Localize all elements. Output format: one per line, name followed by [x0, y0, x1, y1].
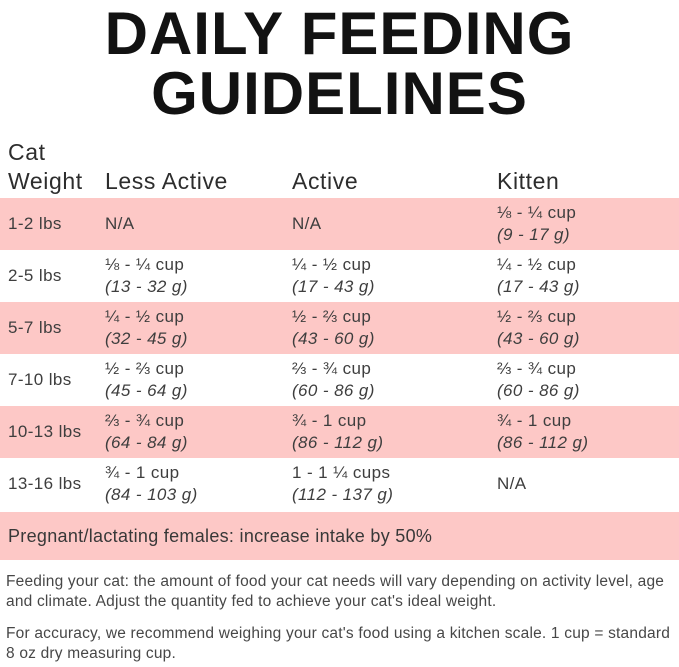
- footer-note-accuracy: For accuracy, we recommend weighing your…: [6, 625, 671, 663]
- table-row: 7-10 lbs ½ - ⅔ cup (45 - 64 g) ⅔ - ¾ cup…: [0, 354, 679, 406]
- grams-value: (60 - 86 g): [292, 381, 375, 400]
- cups-value: N/A: [105, 213, 135, 233]
- kitten-cell: ⅔ - ¾ cup (60 - 86 g): [497, 358, 679, 402]
- pregnant-lactating-note-text: Pregnant/lactating females: increase int…: [8, 525, 433, 546]
- cups-value: ½ - ⅔ cup: [105, 358, 185, 378]
- cups-value: ½ - ⅔ cup: [497, 306, 577, 326]
- weight-cell: 5-7 lbs: [8, 317, 62, 337]
- header-active: Active: [292, 167, 359, 194]
- weight-cell: 2-5 lbs: [8, 265, 62, 285]
- cups-value: N/A: [497, 473, 527, 493]
- weight-cell: 13-16 lbs: [8, 473, 82, 493]
- cups-value: ¾ - 1 cup: [497, 410, 572, 430]
- less-active-cell: ⅔ - ¾ cup (64 - 84 g): [105, 410, 292, 454]
- page-title: DAILY FEEDING GUIDELINES: [0, 0, 679, 124]
- grams-value: (64 - 84 g): [105, 433, 188, 452]
- grams-value: (84 - 103 g): [105, 485, 198, 504]
- cups-value: ¾ - 1 cup: [292, 410, 367, 430]
- table-row: 10-13 lbs ⅔ - ¾ cup (64 - 84 g) ¾ - 1 cu…: [0, 406, 679, 458]
- grams-value: (45 - 64 g): [105, 381, 188, 400]
- cups-value: ⅛ - ¼ cup: [105, 254, 185, 274]
- less-active-cell: ¼ - ½ cup (32 - 45 g): [105, 306, 292, 350]
- weight-cell: 1-2 lbs: [8, 213, 62, 233]
- page-title-line2: GUIDELINES: [151, 60, 528, 127]
- grams-value: (32 - 45 g): [105, 329, 188, 348]
- grams-value: (86 - 112 g): [497, 433, 589, 452]
- cups-value: ⅛ - ¼ cup: [497, 202, 577, 222]
- active-cell: ¼ - ½ cup (17 - 43 g): [292, 254, 497, 298]
- grams-value: (17 - 43 g): [292, 277, 375, 296]
- active-cell: ½ - ⅔ cup (43 - 60 g): [292, 306, 497, 350]
- cups-value: ¾ - 1 cup: [105, 462, 180, 482]
- kitten-cell: ¼ - ½ cup (17 - 43 g): [497, 254, 679, 298]
- kitten-cell: ½ - ⅔ cup (43 - 60 g): [497, 306, 679, 350]
- table-header-row: Cat Weight Less Active Active Kitten: [0, 138, 679, 198]
- cups-value: ⅔ - ¾ cup: [105, 410, 185, 430]
- grams-value: (43 - 60 g): [497, 329, 580, 348]
- less-active-cell: ¾ - 1 cup (84 - 103 g): [105, 462, 292, 506]
- grams-value: (86 - 112 g): [292, 433, 384, 452]
- table-row: 13-16 lbs ¾ - 1 cup (84 - 103 g) 1 - 1 ¼…: [0, 458, 679, 510]
- less-active-cell: ⅛ - ¼ cup (13 - 32 g): [105, 254, 292, 298]
- kitten-cell: ¾ - 1 cup (86 - 112 g): [497, 410, 679, 454]
- kitten-cell: ⅛ - ¼ cup (9 - 17 g): [497, 202, 679, 246]
- cups-value: ½ - ⅔ cup: [292, 306, 372, 326]
- grams-value: (17 - 43 g): [497, 277, 580, 296]
- cups-value: ⅔ - ¾ cup: [497, 358, 577, 378]
- grams-value: (9 - 17 g): [497, 225, 570, 244]
- cups-value: ¼ - ½ cup: [497, 254, 577, 274]
- grams-value: (13 - 32 g): [105, 277, 188, 296]
- footer-note-feeding: Feeding your cat: the amount of food you…: [6, 573, 665, 611]
- grams-value: (60 - 86 g): [497, 381, 580, 400]
- pregnant-lactating-note-band: Pregnant/lactating females: increase int…: [0, 512, 679, 560]
- footer-notes: Feeding your cat: the amount of food you…: [0, 560, 679, 665]
- less-active-cell: N/A: [105, 213, 292, 235]
- active-cell: N/A: [292, 213, 497, 235]
- feeding-table: Cat Weight Less Active Active Kitten 1-2…: [0, 138, 679, 560]
- grams-value: (112 - 137 g): [292, 485, 394, 504]
- weight-cell: 7-10 lbs: [8, 369, 72, 389]
- cups-value: 1 - 1 ¼ cups: [292, 462, 391, 482]
- grams-value: (43 - 60 g): [292, 329, 375, 348]
- cups-value: ⅔ - ¾ cup: [292, 358, 372, 378]
- active-cell: ⅔ - ¾ cup (60 - 86 g): [292, 358, 497, 402]
- cups-value: ¼ - ½ cup: [292, 254, 372, 274]
- weight-cell: 10-13 lbs: [8, 421, 82, 441]
- active-cell: ¾ - 1 cup (86 - 112 g): [292, 410, 497, 454]
- cups-value: N/A: [292, 213, 322, 233]
- cups-value: ¼ - ½ cup: [105, 306, 185, 326]
- table-row: 1-2 lbs N/A N/A ⅛ - ¼ cup (9 - 17 g): [0, 198, 679, 250]
- kitten-cell: N/A: [497, 473, 679, 495]
- table-row: 2-5 lbs ⅛ - ¼ cup (13 - 32 g) ¼ - ½ cup …: [0, 250, 679, 302]
- header-less-active: Less Active: [105, 167, 228, 194]
- header-kitten: Kitten: [497, 167, 560, 194]
- page-title-line1: DAILY FEEDING: [104, 0, 575, 67]
- header-cat-weight: Cat Weight: [8, 139, 83, 194]
- active-cell: 1 - 1 ¼ cups (112 - 137 g): [292, 462, 497, 506]
- table-row: 5-7 lbs ¼ - ½ cup (32 - 45 g) ½ - ⅔ cup …: [0, 302, 679, 354]
- less-active-cell: ½ - ⅔ cup (45 - 64 g): [105, 358, 292, 402]
